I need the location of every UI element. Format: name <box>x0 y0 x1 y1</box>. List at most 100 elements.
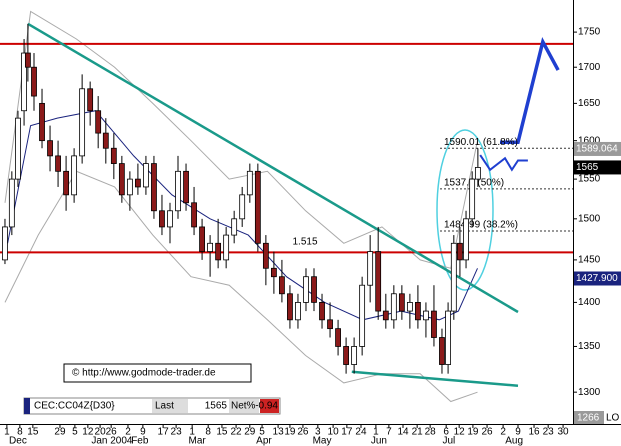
candle-body <box>445 310 451 365</box>
x-tick-label: 7 <box>386 427 392 438</box>
candle-body <box>343 346 349 365</box>
x-tick-label: 8 <box>17 427 23 438</box>
bottom-price-box <box>574 411 604 424</box>
x-tick-label: 9 <box>140 427 146 438</box>
price-marker-label: 1427.900 <box>576 273 618 284</box>
footer-last: 1565 <box>205 401 228 412</box>
candle-body <box>8 178 15 228</box>
x-tick-label: 21 <box>412 427 424 438</box>
y-tick-label: 1700 <box>578 62 601 73</box>
footer-last-label: Last <box>155 401 174 412</box>
candle-body <box>183 170 189 204</box>
y-tick-label: 1450 <box>578 255 601 266</box>
fib-label: 1590.01 (61.8%) <box>444 137 518 148</box>
x-tick-label: 5 <box>259 427 265 438</box>
x-tick-label: 8 <box>205 427 211 438</box>
footer-net-bg <box>229 399 259 413</box>
y-tick-label: 1350 <box>578 341 601 352</box>
candle-body <box>398 293 405 312</box>
month-label: Jun <box>371 436 387 446</box>
footer-net-bg2 <box>260 399 279 413</box>
x-tick-label: 24 <box>355 427 367 438</box>
x-tick-label: 26 <box>106 427 118 438</box>
overlay-line <box>4 170 478 403</box>
month-label: Feb <box>131 436 149 446</box>
candle-body <box>463 218 469 261</box>
candle-body <box>199 226 205 252</box>
candle-body <box>191 202 197 228</box>
price-marker <box>574 160 621 175</box>
corner-label: LO <box>606 413 620 424</box>
candle-body <box>406 301 413 312</box>
candle-body <box>262 242 269 269</box>
x-tick-label: 23 <box>171 427 183 438</box>
x-tick-label: 1 <box>4 427 10 438</box>
candle-body <box>335 328 341 347</box>
x-tick-label: 29 <box>54 427 66 438</box>
candle-body <box>457 242 463 261</box>
price-marker-label: 1565 <box>576 162 599 173</box>
candle-body <box>415 301 421 321</box>
y-tick-label: 1650 <box>578 98 601 109</box>
candle-body <box>382 310 389 321</box>
x-tick-label: 23 <box>543 427 555 438</box>
watermark-box <box>63 363 252 383</box>
candle-body <box>246 170 253 196</box>
candle-body <box>63 170 69 196</box>
candle-body <box>367 251 374 286</box>
plot-area: 1590.01 (61.8%)1537.5 (50%)1484.99 (38.2… <box>0 10 573 403</box>
x-tick-label: 2 <box>500 427 506 438</box>
x-tick-label: 19 <box>284 427 296 438</box>
x-tick-label: 29 <box>244 427 256 438</box>
x-tick-label: 12 <box>454 427 466 438</box>
candle-body <box>359 284 366 347</box>
price-marker <box>574 271 621 286</box>
month-label: Dec <box>9 436 27 446</box>
x-tick-label: 1 <box>189 427 195 438</box>
overlay-line <box>351 370 519 387</box>
candle-body <box>223 234 230 261</box>
overlay-line <box>479 154 528 172</box>
candle-body <box>279 276 285 295</box>
annotation: 1.515 <box>292 237 317 248</box>
candle-body <box>450 242 457 312</box>
candle-body <box>431 310 437 338</box>
x-tick-label: 20 <box>95 427 107 438</box>
price-marker <box>574 141 621 156</box>
x-tick-label: 26 <box>481 427 493 438</box>
x-tick-label: 15 <box>27 427 39 438</box>
x-tick-label: 26 <box>297 427 309 438</box>
highlight-ellipse <box>436 129 494 291</box>
candle-body <box>239 194 246 220</box>
y-tick-label: 1300 <box>578 387 601 398</box>
candle-body <box>24 52 31 68</box>
candle-body <box>21 52 27 112</box>
candle-body <box>2 226 8 261</box>
candle-body <box>151 163 157 212</box>
candle-body <box>231 218 238 236</box>
candle-body <box>31 66 37 97</box>
y-tick-label: 1500 <box>578 213 601 224</box>
candle-body <box>135 178 141 188</box>
x-tick-label: 10 <box>328 427 340 438</box>
candle-body <box>375 251 382 312</box>
x-tick-label: 22 <box>231 427 243 438</box>
candle-body <box>167 210 173 228</box>
y-tick-label: 1550 <box>578 174 601 185</box>
candle-body <box>311 276 317 303</box>
x-tick-label: 16 <box>528 427 540 438</box>
candle-body <box>79 88 86 157</box>
candle-body <box>439 337 445 365</box>
x-tick-label: 6 <box>443 427 449 438</box>
candle-body <box>287 293 293 321</box>
candle-body <box>15 117 21 180</box>
x-tick-label: 14 <box>397 427 409 438</box>
overlay-line <box>500 36 560 144</box>
candle-body <box>295 301 301 321</box>
y-tick-label: 1750 <box>578 27 601 38</box>
x-tick-label: 17 <box>341 427 353 438</box>
candle-body <box>390 293 397 321</box>
footer-net-label: Net% <box>231 401 256 412</box>
x-tick-label: 2 <box>125 427 131 438</box>
candle-body <box>327 319 333 330</box>
